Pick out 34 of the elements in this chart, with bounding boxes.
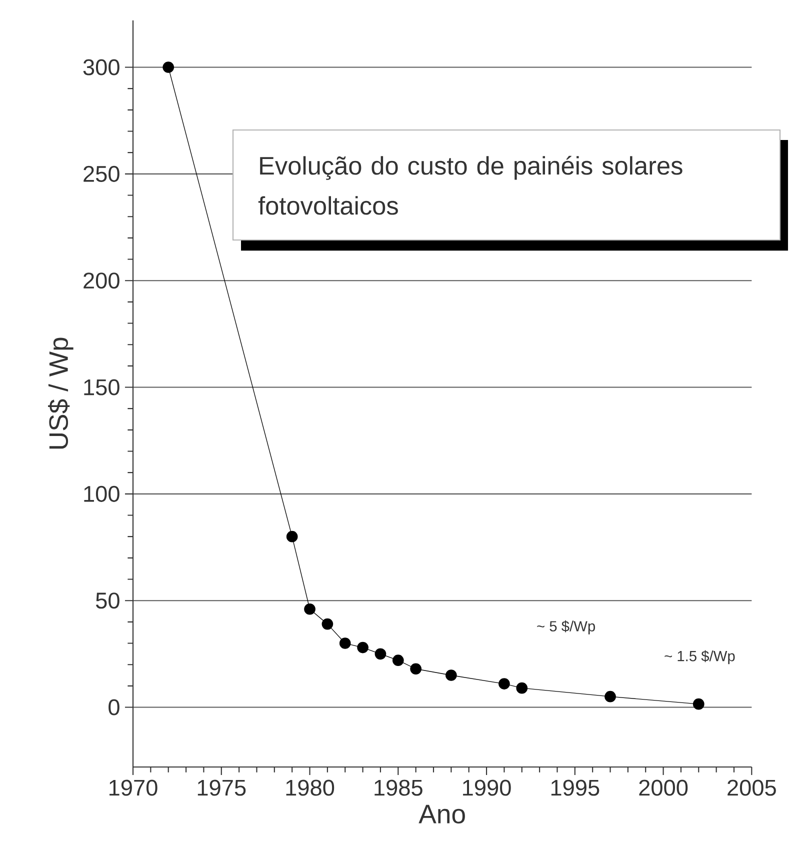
x-tick-label: 2000: [639, 780, 688, 796]
point: [162, 62, 174, 73]
point: [410, 663, 422, 675]
x-tick-label: 1995: [551, 780, 600, 796]
text: Evolução do custo de painéis solares fotovoltaicos: [258, 156, 682, 215]
point: [498, 678, 510, 690]
x-tick-label: 1970: [110, 780, 158, 796]
y-tick-label: 200: [84, 272, 120, 289]
point: [322, 618, 334, 630]
y-tick-label: 100: [84, 486, 120, 502]
x-tick-label: 1975: [198, 780, 246, 796]
point: [692, 698, 704, 710]
point: [516, 682, 528, 694]
y-tick-label: 0: [108, 699, 120, 716]
y-axis-title: US$ / Wp: [48, 338, 74, 449]
point: [604, 690, 616, 702]
point: [286, 530, 298, 542]
y-tick-label: 300: [83, 59, 120, 76]
x-tick-label: 1985: [374, 780, 422, 796]
point: [374, 648, 386, 660]
point: [446, 670, 457, 681]
point: [304, 603, 316, 615]
point: [339, 638, 351, 649]
y-tick-label: 50: [96, 592, 120, 609]
y-tick-label: 250: [84, 166, 120, 182]
x-tick-label: 1980: [286, 780, 334, 796]
point: [392, 654, 404, 666]
x-axis-title: Ano: [418, 804, 465, 824]
x-tick-label: 2005: [728, 780, 776, 796]
point: [357, 642, 368, 654]
y-tick-label: 150: [84, 379, 120, 396]
x-tick-label: 1990: [463, 780, 511, 796]
annotation: ~ 5 $/Wp: [537, 620, 595, 634]
annotation: ~ 1.5 $/Wp: [664, 650, 735, 664]
